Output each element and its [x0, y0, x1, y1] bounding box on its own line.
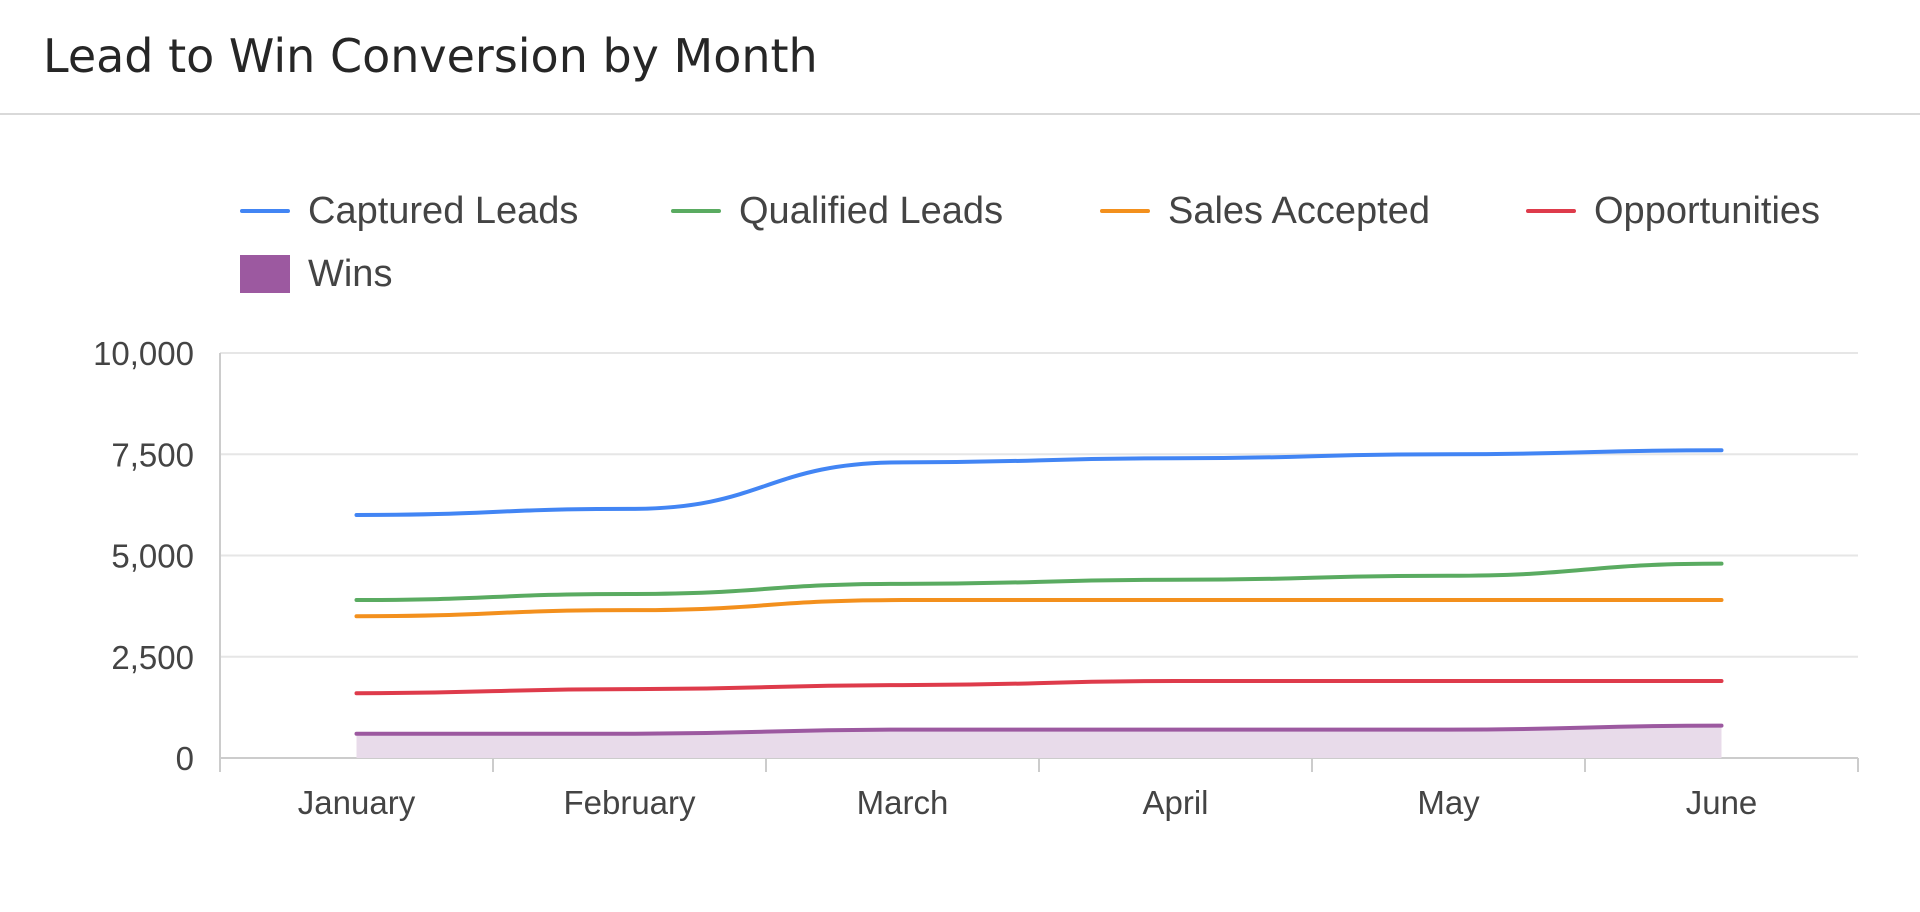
legend-item-sales-accepted[interactable]: Sales Accepted — [1100, 186, 1430, 236]
series-line-captured-leads — [354, 448, 1724, 517]
legend-swatch-captured-leads — [240, 209, 290, 213]
y-tick-label: 5,000 — [111, 538, 194, 575]
x-tick-label: January — [298, 784, 416, 821]
series-line-wins — [354, 723, 1724, 736]
x-tick-label: June — [1686, 784, 1758, 821]
legend-item-wins[interactable]: Wins — [240, 249, 392, 299]
legend-label-captured-leads: Captured Leads — [308, 189, 579, 232]
x-tick-label: February — [563, 784, 696, 821]
y-tick-label: 10,000 — [93, 335, 194, 372]
legend-label-qualified-leads: Qualified Leads — [739, 189, 1004, 232]
x-tick-label: April — [1142, 784, 1208, 821]
series-line-opportunities — [354, 679, 1724, 696]
x-tick-label: March — [857, 784, 949, 821]
chart-header: Lead to Win Conversion by Month — [0, 0, 1920, 115]
series-line-sales-accepted — [354, 598, 1724, 619]
legend-item-qualified-leads[interactable]: Qualified Leads — [671, 186, 1003, 236]
legend-swatch-qualified-leads — [671, 209, 721, 213]
legend-swatch-wins — [240, 255, 290, 293]
legend-swatch-sales-accepted — [1100, 209, 1150, 213]
y-tick-label: 7,500 — [111, 436, 194, 473]
legend-swatch-opportunities — [1526, 209, 1576, 213]
legend-label-opportunities: Opportunities — [1594, 189, 1821, 232]
x-tick-label: May — [1417, 784, 1480, 821]
legend-label-sales-accepted: Sales Accepted — [1168, 189, 1430, 232]
legend-label-wins: Wins — [308, 252, 393, 295]
legend-item-captured-leads[interactable]: Captured Leads — [240, 186, 578, 236]
series-line-qualified-leads — [354, 561, 1724, 603]
y-tick-label: 2,500 — [111, 639, 194, 676]
y-tick-label: 0 — [176, 740, 194, 777]
chart-title: Lead to Win Conversion by Month — [43, 29, 818, 83]
legend-item-opportunities[interactable]: Opportunities — [1526, 186, 1820, 236]
